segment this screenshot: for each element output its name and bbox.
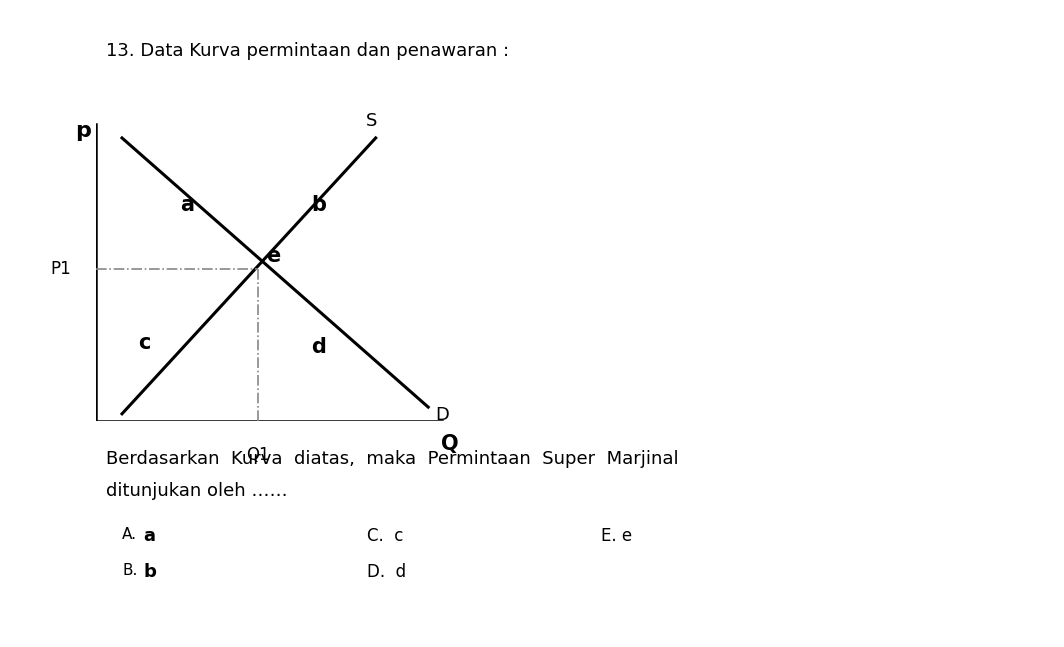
Text: a: a	[144, 527, 155, 545]
Text: 13. Data Kurva permintaan dan penawaran :: 13. Data Kurva permintaan dan penawaran …	[106, 42, 510, 60]
Text: a: a	[181, 195, 195, 215]
Text: A.: A.	[122, 527, 137, 542]
Text: S: S	[366, 112, 377, 130]
Text: b: b	[144, 563, 156, 581]
Text: ditunjukan oleh ……: ditunjukan oleh ……	[106, 482, 288, 500]
Text: Q: Q	[442, 434, 459, 454]
Text: Q1: Q1	[246, 446, 269, 464]
Text: B.: B.	[122, 563, 137, 578]
Text: e: e	[266, 246, 281, 266]
Text: P1: P1	[50, 260, 71, 278]
Text: c: c	[137, 333, 150, 353]
Text: b: b	[312, 195, 327, 215]
Text: d: d	[312, 336, 327, 356]
Text: D: D	[435, 406, 449, 424]
Text: Berdasarkan  Kurva  diatas,  maka  Permintaan  Super  Marjinal: Berdasarkan Kurva diatas, maka Permintaa…	[106, 450, 679, 468]
Text: D.  d: D. d	[367, 563, 406, 581]
Text: C.  c: C. c	[367, 527, 403, 545]
Text: p: p	[74, 121, 90, 141]
Text: E. e: E. e	[601, 527, 632, 545]
